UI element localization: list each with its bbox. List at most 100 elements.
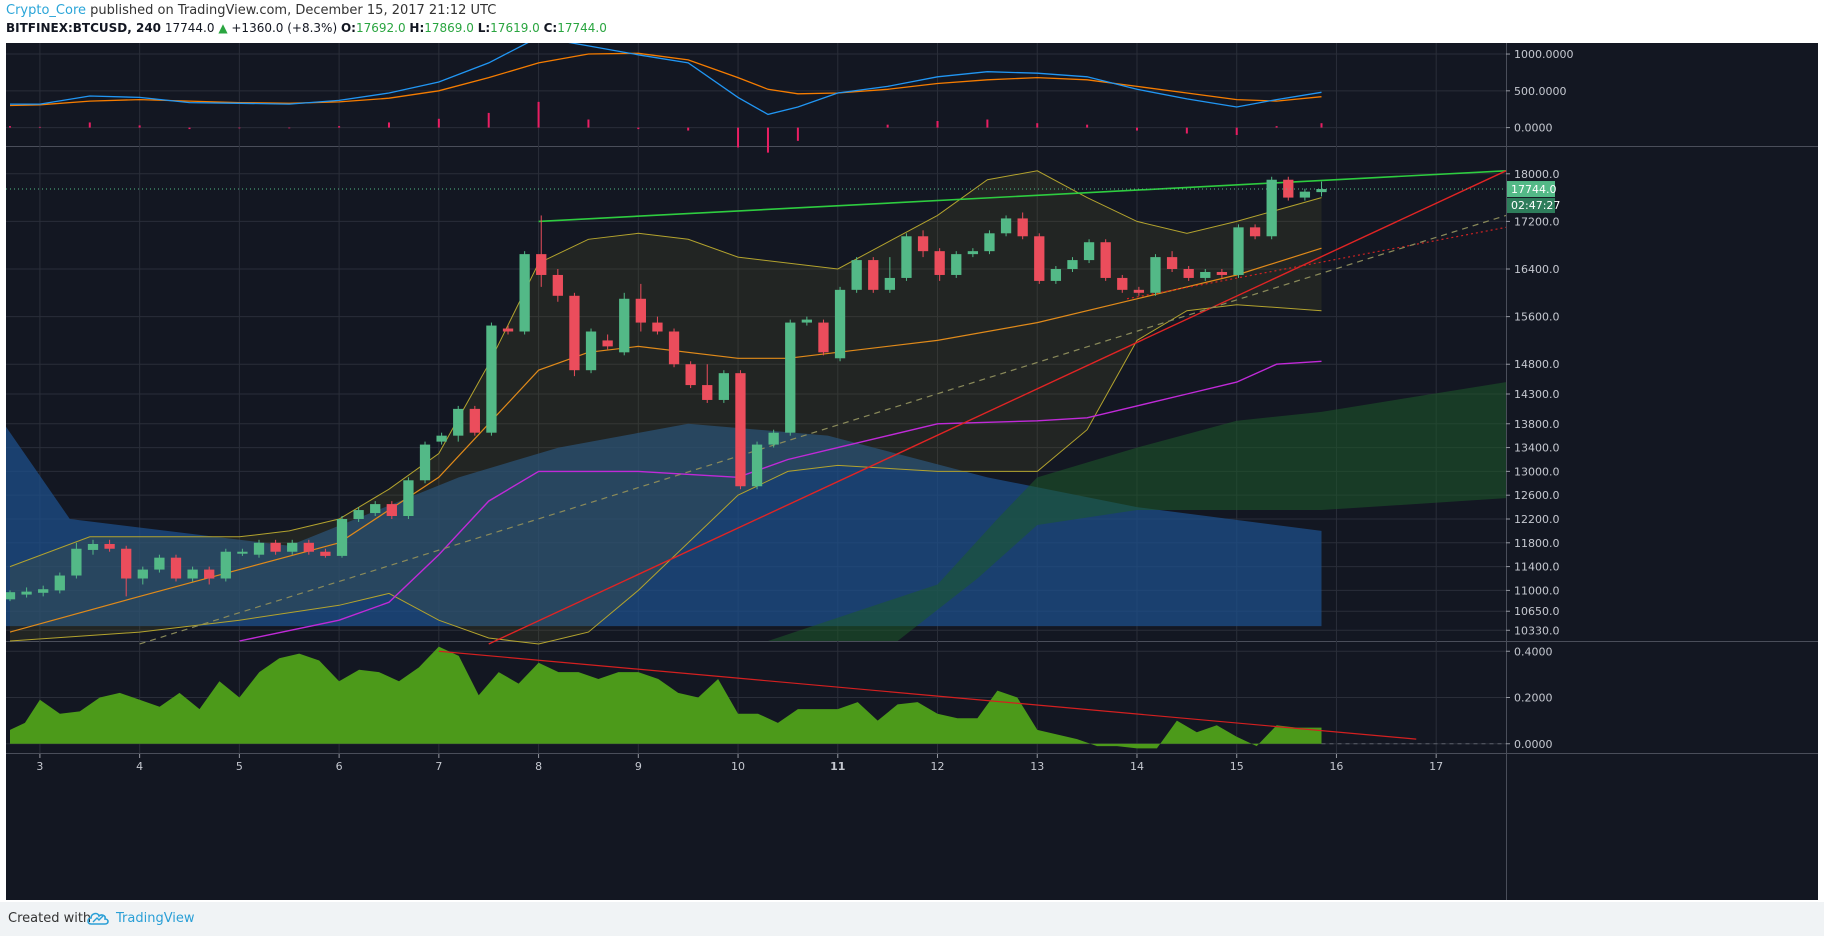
- ohlc-legend: BITFINEX:BTCUSD, 240 17744.0 ▲ +1360.0 (…: [6, 21, 607, 35]
- candle-body: [967, 251, 979, 255]
- candle-body: [619, 298, 630, 353]
- candle-body: [1249, 227, 1261, 237]
- candle-body: [536, 254, 547, 275]
- candle-body: [984, 233, 995, 252]
- candle-body: [1266, 179, 1277, 237]
- author-link[interactable]: Crypto_Core: [6, 3, 87, 18]
- last-price-badge: [1507, 181, 1555, 198]
- candle-body: [21, 591, 32, 595]
- up-arrow-icon: ▲: [218, 21, 228, 35]
- candle-body: [519, 254, 530, 332]
- candle-body: [1183, 269, 1194, 278]
- candle-body: [154, 557, 165, 570]
- macd-line: [10, 36, 1322, 116]
- high-label: H:: [409, 21, 425, 35]
- candle-body: [38, 589, 49, 593]
- symbol-label[interactable]: BITFINEX:BTCUSD, 240: [6, 21, 162, 35]
- price-axis-label: 16400.0: [1514, 263, 1560, 276]
- chart-svg[interactable]: 1000.0000500.00000.000018000.017200.0164…: [4, 36, 1818, 900]
- low-label: L:: [477, 21, 491, 35]
- candle-body: [71, 548, 82, 576]
- candle-body: [121, 548, 132, 579]
- candle-body: [270, 542, 281, 552]
- time-axis-label: 8: [535, 760, 542, 773]
- open-label: O:: [340, 21, 356, 35]
- candle-body: [851, 260, 862, 290]
- created-with-text: Created with: [8, 911, 92, 926]
- candle-body: [137, 569, 148, 579]
- candle-body: [585, 331, 597, 371]
- bollinger-upper: [9, 170, 1322, 568]
- candle-body: [702, 385, 713, 400]
- candle-body: [187, 569, 198, 579]
- candle-body: [602, 340, 613, 347]
- low-value: 17619.0: [490, 21, 540, 35]
- publish-line: Crypto_Core published on TradingView.com…: [6, 3, 496, 18]
- last-price: 17744.0: [164, 21, 215, 35]
- candle-body: [785, 322, 796, 433]
- candle-body: [801, 319, 812, 323]
- price-axis-label: 13800.0: [1514, 418, 1560, 431]
- tradingview-cloud-icon[interactable]: [86, 910, 110, 926]
- oscillator-axis-label: 0.4000: [1514, 645, 1553, 658]
- time-axis-label: 9: [635, 760, 642, 773]
- ema-line: [9, 247, 1322, 633]
- candle-body: [336, 518, 348, 556]
- price-axis-label: 14300.0: [1514, 388, 1560, 401]
- price-change: +1360.0 (+8.3%): [231, 21, 338, 35]
- macd-axis-label: 500.0000: [1514, 85, 1567, 98]
- time-axis-label: 12: [931, 760, 945, 773]
- price-axis-label: 13000.0: [1514, 465, 1560, 478]
- oscillator-area: [10, 646, 1322, 749]
- candle-body: [1283, 179, 1294, 198]
- candle-body: [552, 274, 563, 296]
- footer: Created with TradingView: [0, 902, 1824, 936]
- time-axis-label: 4: [136, 760, 143, 773]
- candle-body: [652, 322, 663, 332]
- candle-body: [419, 444, 431, 481]
- candle-body: [868, 260, 879, 290]
- candle-body: [668, 331, 680, 365]
- candle-body: [1200, 271, 1211, 278]
- ichimoku-cloud: [767, 382, 1506, 641]
- last-price-label: 17744.0: [1511, 183, 1557, 196]
- candle-body: [884, 277, 896, 290]
- candle-body: [834, 289, 846, 359]
- price-axis-label: 10650.0: [1514, 605, 1560, 618]
- candle-body: [718, 373, 729, 400]
- price-axis-label: 12600.0: [1514, 489, 1560, 502]
- candle-body: [768, 432, 779, 445]
- trendline-upper-green: [538, 170, 1507, 223]
- time-axis-label: 10: [731, 760, 745, 773]
- header: Crypto_Core published on TradingView.com…: [0, 0, 1824, 42]
- price-axis-label: 10330.0: [1514, 624, 1560, 637]
- candle-body: [220, 551, 231, 579]
- candle-body: [486, 325, 497, 433]
- candle-body: [237, 551, 248, 554]
- candle-body: [170, 557, 182, 579]
- volume-cloud: [6, 423, 1322, 627]
- ma-line: [239, 360, 1322, 642]
- macd-axis-label: 1000.0000: [1514, 48, 1574, 61]
- time-axis-label: 15: [1230, 760, 1244, 773]
- price-axis-label: 14800.0: [1514, 358, 1560, 371]
- chart-area[interactable]: 1000.0000 500.0000 0.0000 18000.0 17200.0 164…: [4, 36, 1818, 900]
- oscillator-trendline: [438, 650, 1417, 740]
- candle-body: [1150, 257, 1161, 293]
- tradingview-brand-link[interactable]: TradingView: [116, 911, 195, 926]
- candle-body: [204, 569, 215, 579]
- candle-body: [1067, 260, 1078, 270]
- trendline-red-rising: [488, 170, 1507, 645]
- candle-body: [469, 408, 480, 433]
- trendline-dashed-support: [139, 214, 1507, 645]
- time-axis-label: 13: [1030, 760, 1044, 773]
- candle-body: [1316, 189, 1327, 193]
- candle-body: [569, 295, 580, 371]
- macd-signal-line: [9, 52, 1322, 107]
- candle-body: [1117, 277, 1128, 290]
- candle-body: [1083, 242, 1095, 261]
- time-axis-label: 3: [36, 760, 43, 773]
- candle-body: [370, 504, 381, 514]
- candle-body: [1000, 218, 1012, 234]
- candle-body: [1216, 271, 1228, 275]
